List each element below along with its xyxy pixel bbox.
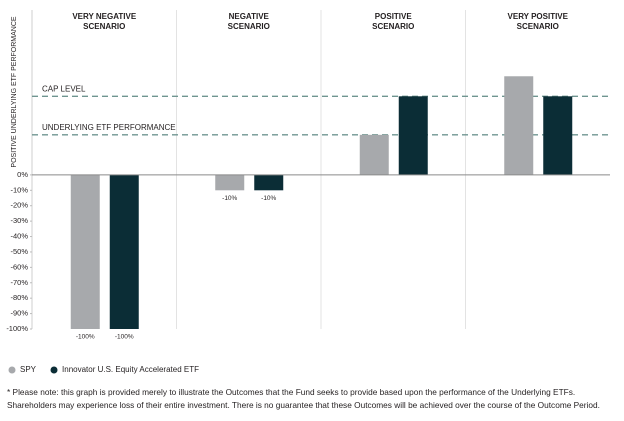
bar	[543, 96, 573, 175]
legend-label: SPY	[20, 365, 37, 374]
reference-label: UNDERLYING ETF PERFORMANCE	[42, 123, 176, 132]
category-label: NEGATIVE SCENARIO	[228, 12, 270, 31]
legend-swatch	[8, 366, 16, 374]
category-line: SCENARIO	[372, 22, 414, 31]
y-tick-label: 0%	[17, 170, 28, 179]
category-line: VERY POSITIVE	[508, 12, 569, 21]
category-line: SCENARIO	[517, 22, 559, 31]
footnote: * Please note: this graph is provided me…	[7, 387, 575, 397]
y-tick-label: -90%	[10, 309, 28, 318]
category-line: VERY NEGATIVE	[72, 12, 137, 21]
category-label: POSITIVE SCENARIO	[372, 12, 414, 31]
value-label: -100%	[76, 334, 95, 341]
y-tick-label: -80%	[10, 293, 28, 302]
category-line: NEGATIVE	[229, 12, 270, 21]
y-tick-label: -40%	[10, 232, 28, 241]
category-line: SCENARIO	[228, 22, 270, 31]
bar	[254, 174, 284, 191]
value-label: -10%	[261, 195, 276, 202]
bar	[504, 76, 534, 175]
category-line: SCENARIO	[83, 22, 125, 31]
legend-label: Innovator U.S. Equity Accelerated ETF	[62, 365, 199, 374]
category-label: VERY POSITIVE SCENARIO	[508, 12, 569, 31]
y-tick-label: -30%	[10, 216, 28, 225]
y-tick-label: -100%	[6, 324, 28, 333]
y-tick-label: -50%	[10, 247, 28, 256]
y-tick-label: -70%	[10, 278, 28, 287]
footnote: Shareholders may experience loss of thei…	[7, 400, 600, 410]
y-tick-label: -60%	[10, 262, 28, 271]
category-label: VERY NEGATIVE SCENARIO	[72, 12, 137, 31]
y-tick-label: -20%	[10, 201, 28, 210]
bar	[398, 96, 428, 175]
legend-swatch	[50, 366, 58, 374]
value-label: -10%	[222, 195, 237, 202]
bar	[215, 174, 245, 191]
y-axis-label: POSITIVE UNDERLYING ETF PERFORMANCE	[11, 16, 18, 167]
reference-label: CAP LEVEL	[42, 84, 86, 93]
value-label: -100%	[115, 334, 134, 341]
bar	[70, 174, 100, 329]
category-line: POSITIVE	[375, 12, 413, 21]
y-tick-label: -10%	[10, 185, 28, 194]
bar	[109, 174, 139, 329]
bar	[359, 134, 389, 175]
